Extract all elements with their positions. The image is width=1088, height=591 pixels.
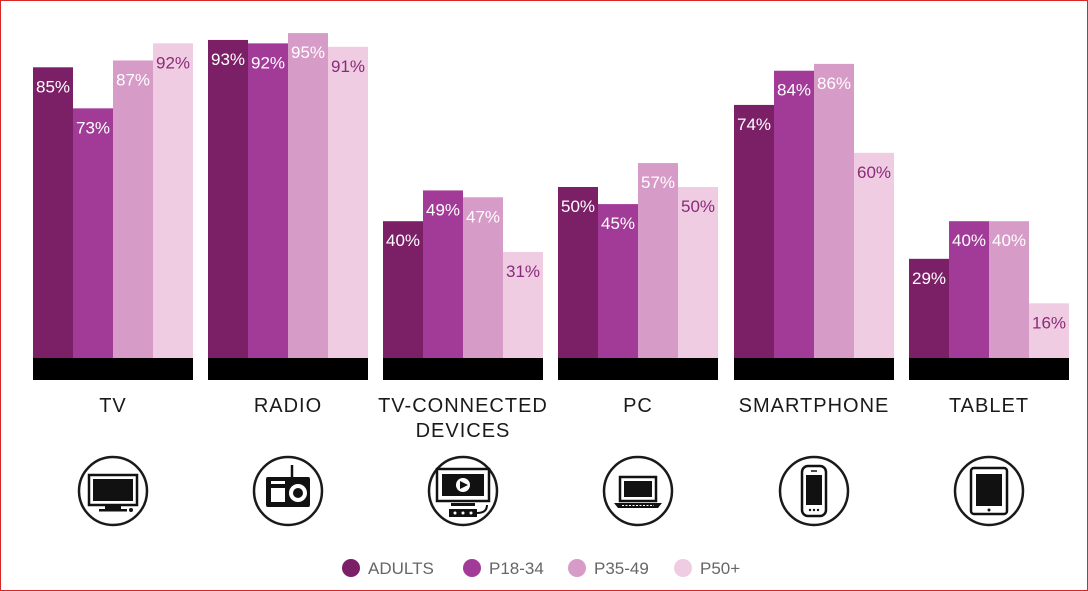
bar [503, 251, 543, 358]
category-label: TV [99, 395, 127, 417]
data-label: 29% [912, 269, 946, 288]
bar [383, 221, 423, 358]
bar [774, 70, 814, 358]
legend-swatch [463, 559, 481, 577]
tv-connected-device-icon [427, 455, 499, 527]
data-label: 49% [426, 200, 460, 219]
data-label: 87% [116, 70, 150, 89]
bar [734, 104, 774, 358]
bar [854, 152, 894, 358]
bar [248, 43, 288, 359]
data-label: 47% [466, 207, 500, 226]
category-label: SMARTPHONE [739, 395, 890, 417]
category-baseline [33, 358, 193, 380]
data-label: 91% [331, 57, 365, 76]
category-baseline [909, 358, 1069, 380]
category-label: TV-CONNECTED [378, 395, 548, 417]
tv-icon [77, 455, 149, 527]
category-baseline [558, 358, 718, 380]
bar [423, 190, 463, 358]
data-label: 16% [1032, 313, 1066, 332]
data-label: 74% [737, 115, 771, 134]
bar [328, 46, 368, 358]
tablet-icon [953, 455, 1025, 527]
bar [989, 221, 1029, 358]
bar [638, 163, 678, 358]
data-label: 50% [681, 197, 715, 216]
data-label: 95% [291, 43, 325, 62]
bar [1029, 303, 1069, 358]
category-label: RADIO [254, 395, 322, 417]
category-baseline [734, 358, 894, 380]
category-label: PC [623, 395, 653, 417]
category-label: DEVICES [416, 420, 511, 442]
bar [909, 258, 949, 358]
bar [463, 197, 503, 358]
data-label: 93% [211, 50, 245, 69]
laptop-icon [602, 455, 674, 527]
legend-swatch [342, 559, 360, 577]
data-label: 60% [857, 163, 891, 182]
smartphone-icon [778, 455, 850, 527]
legend-swatch [674, 559, 692, 577]
data-label: 40% [386, 231, 420, 250]
category-baseline [383, 358, 543, 380]
data-label: 92% [251, 53, 285, 72]
data-label: 92% [156, 53, 190, 72]
data-label: 40% [992, 231, 1026, 250]
bar [208, 39, 248, 358]
category-label: TABLET [949, 395, 1029, 417]
bar [288, 33, 328, 358]
legend-label: P35-49 [594, 559, 649, 578]
bar [678, 187, 718, 358]
data-label: 31% [506, 262, 540, 281]
radio-icon [252, 455, 324, 527]
data-label: 73% [76, 118, 110, 137]
bar [33, 67, 73, 359]
data-label: 40% [952, 231, 986, 250]
data-label: 84% [777, 81, 811, 100]
data-label: 85% [36, 77, 70, 96]
data-label: 57% [641, 173, 675, 192]
data-label: 50% [561, 197, 595, 216]
bar [558, 187, 598, 358]
data-label: 45% [601, 214, 635, 233]
legend-label: ADULTS [368, 559, 434, 578]
bar [113, 60, 153, 359]
category-baseline [208, 358, 368, 380]
legend-swatch [568, 559, 586, 577]
bar [814, 63, 854, 358]
bar [598, 204, 638, 358]
bar [73, 108, 113, 358]
legend-label: P18-34 [489, 559, 544, 578]
data-label: 86% [817, 74, 851, 93]
legend-label: P50+ [700, 559, 740, 578]
bar [949, 221, 989, 358]
bar [153, 43, 193, 359]
